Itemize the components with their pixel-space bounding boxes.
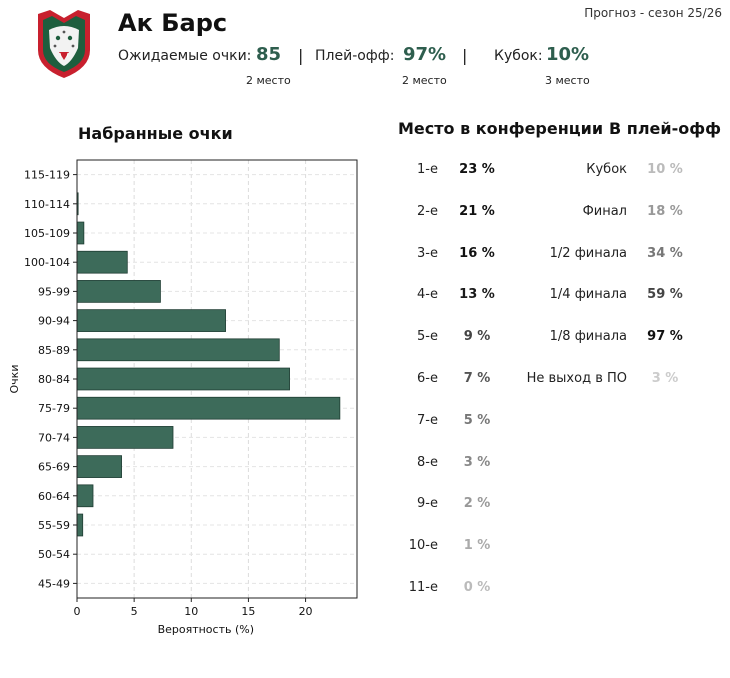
playoff-stage-value: 10 % [647,162,683,177]
conference-place-label: 1-е [417,162,438,177]
y-tick-label: 55-59 [38,519,70,532]
expected-points-label: Ожидаемые очки: [118,48,252,64]
conference-place-label: 5-е [417,329,438,345]
bar [76,280,161,303]
y-tick-label: 75-79 [38,402,70,415]
conference-place-value: 16 % [459,245,495,261]
x-tick-label: 20 [299,605,313,618]
bar [76,513,84,537]
conference-place-value: 23 % [459,162,495,177]
playoff-stage-label: 1/2 финала [549,245,627,261]
separator: | [298,46,304,65]
bar [76,396,341,420]
playoff-stage-value: 59 % [647,287,683,303]
playoff-stage-value: 34 % [647,245,683,261]
expected-points-value: 85 [256,44,282,65]
playoff-value: 97% [403,44,447,65]
bar [76,221,85,245]
conference-place-label: 7-е [417,412,438,428]
conference-place-value: 9 % [463,329,491,345]
conference-title: Место в конференции [398,119,604,138]
conference-place-value: 13 % [459,287,495,303]
playoff-label: Плей-офф: [315,48,395,64]
conference-place-value: 5 % [463,412,491,428]
team-name: Ак Барс [118,9,228,37]
conference-place-label: 3-е [417,245,438,261]
playoff-stage-label: 1/4 финала [549,287,627,303]
conference-place-label: 11-е [408,580,438,595]
conference-place-label: 6-е [417,371,438,386]
playoff-stage-value: 18 % [647,203,683,219]
y-tick-label: 45-49 [38,577,70,590]
playoff-stage-value: 97 % [647,329,683,345]
chart-title: Набранные очки [78,124,233,143]
conference-place-value: 3 % [463,454,491,470]
conference-place-value: 0 % [463,580,491,595]
playoff-stage-label: Не выход в ПО [526,371,627,386]
y-tick-label: 50-54 [38,548,70,561]
x-tick-label: 15 [241,605,255,618]
conference-place-label: 4-е [417,287,438,303]
bar [76,455,122,478]
conference-place-value: 21 % [459,203,495,219]
y-tick-label: 105-109 [24,227,70,240]
playoff-stage-label: 1/8 финала [549,329,627,345]
conference-place-value: 7 % [463,371,491,386]
conference-place-label: 10-е [408,538,438,554]
conference-place-label: 2-е [417,203,438,219]
conference-place-label: 9-е [417,496,438,512]
bar [76,250,128,274]
y-tick-label: 85-89 [38,344,70,357]
cup-rank: 3 место [545,74,590,87]
playoff-rank: 2 место [402,74,447,87]
y-tick-label: 100-104 [24,256,70,269]
cup-value: 10% [546,44,590,65]
x-axis-label: Вероятность (%) [158,623,254,636]
y-axis-label: Очки [8,365,21,394]
bar [76,338,280,362]
playoff-stage-value: 3 % [651,371,679,386]
y-tick-label: 80-84 [38,373,70,386]
x-tick-label: 5 [131,605,138,618]
x-tick-label: 0 [74,605,81,618]
y-tick-label: 60-64 [38,490,70,503]
team-logo-icon [34,8,94,80]
expected-points-rank: 2 место [246,74,291,87]
separator: | [462,46,468,65]
cup-label: Кубок: [494,48,543,64]
y-tick-label: 115-119 [24,169,70,182]
season-label: Прогноз - сезон 25/26 [584,6,722,20]
playoff-stage-label: Кубок [586,162,627,177]
conference-place-label: 8-е [417,454,438,470]
bar [76,367,290,391]
bar [76,484,94,508]
points-chart: 115-119 110-114 105-109 100-104 95-99 90-94 85… [8,159,358,636]
bar [76,426,174,449]
playoff-stage-label: Финал [582,203,627,219]
conference-place-value: 2 % [463,496,491,512]
playoff-title: В плей-офф [609,119,721,138]
bar [76,309,226,332]
x-tick-label: 10 [184,605,198,618]
y-tick-label: 70-74 [38,431,70,444]
conference-place-value: 1 % [463,538,491,554]
y-tick-label: 110-114 [24,198,70,211]
y-tick-label: 65-69 [38,461,70,474]
y-tick-label: 90-94 [38,315,70,328]
y-tick-label: 95-99 [38,285,70,298]
